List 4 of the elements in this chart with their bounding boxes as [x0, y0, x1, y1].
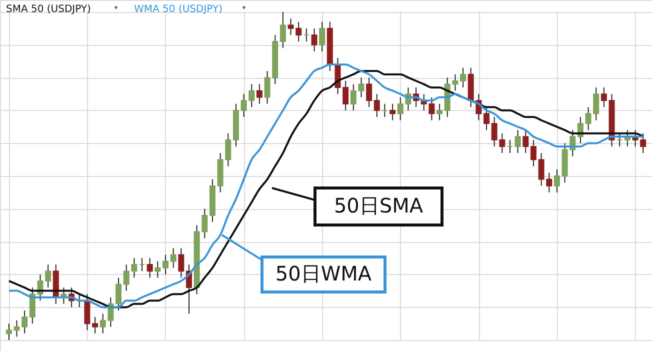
text: SMA 50 (USDJPY) — [6, 4, 92, 15]
annotation: 50日SMA — [334, 194, 424, 218]
annotation: 50日WMA — [275, 262, 372, 286]
text: WMA 50 (USDJPY) — [134, 4, 223, 15]
